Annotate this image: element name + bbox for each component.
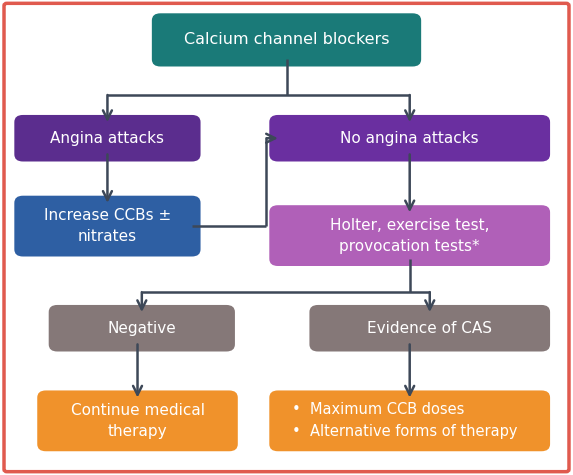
- FancyBboxPatch shape: [49, 305, 235, 352]
- Text: Angina attacks: Angina attacks: [50, 131, 164, 146]
- FancyBboxPatch shape: [4, 3, 569, 472]
- Text: Calcium channel blockers: Calcium channel blockers: [184, 32, 389, 48]
- Text: •  Maximum CCB doses
•  Alternative forms of therapy: • Maximum CCB doses • Alternative forms …: [292, 402, 518, 439]
- Text: Increase CCBs ±
nitrates: Increase CCBs ± nitrates: [44, 208, 171, 244]
- Text: Continue medical
therapy: Continue medical therapy: [70, 403, 205, 439]
- FancyBboxPatch shape: [14, 115, 201, 162]
- FancyBboxPatch shape: [14, 196, 201, 256]
- Text: Holter, exercise test,
provocation tests*: Holter, exercise test, provocation tests…: [330, 218, 489, 254]
- FancyBboxPatch shape: [269, 205, 550, 266]
- Text: Evidence of CAS: Evidence of CAS: [367, 321, 492, 336]
- FancyBboxPatch shape: [269, 390, 550, 451]
- Text: Negative: Negative: [108, 321, 176, 336]
- FancyBboxPatch shape: [152, 13, 421, 67]
- FancyBboxPatch shape: [309, 305, 550, 352]
- FancyBboxPatch shape: [37, 390, 238, 451]
- Text: No angina attacks: No angina attacks: [340, 131, 479, 146]
- FancyBboxPatch shape: [269, 115, 550, 162]
